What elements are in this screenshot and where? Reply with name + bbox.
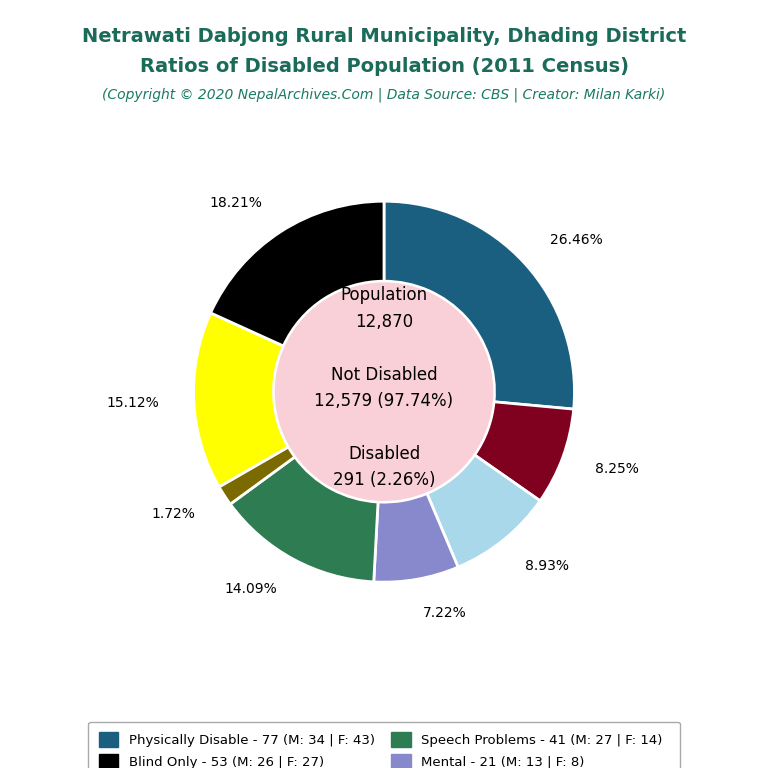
Text: 14.09%: 14.09% xyxy=(224,582,277,596)
Text: Population
12,870

Not Disabled
12,579 (97.74%)

Disabled
291 (2.26%): Population 12,870 Not Disabled 12,579 (9… xyxy=(314,286,454,489)
Wedge shape xyxy=(427,455,540,567)
Circle shape xyxy=(276,283,492,500)
Wedge shape xyxy=(219,447,295,504)
Text: 7.22%: 7.22% xyxy=(422,606,466,620)
Wedge shape xyxy=(210,201,384,346)
Wedge shape xyxy=(475,402,574,501)
Text: 18.21%: 18.21% xyxy=(210,196,263,210)
Text: 8.25%: 8.25% xyxy=(595,462,639,476)
Text: Netrawati Dabjong Rural Municipality, Dhading District: Netrawati Dabjong Rural Municipality, Dh… xyxy=(82,27,686,46)
Text: (Copyright © 2020 NepalArchives.Com | Data Source: CBS | Creator: Milan Karki): (Copyright © 2020 NepalArchives.Com | Da… xyxy=(102,88,666,102)
Text: 26.46%: 26.46% xyxy=(550,233,603,247)
Wedge shape xyxy=(384,201,574,409)
Wedge shape xyxy=(230,457,378,582)
Wedge shape xyxy=(194,313,288,487)
Text: 1.72%: 1.72% xyxy=(152,508,196,521)
Text: 15.12%: 15.12% xyxy=(107,396,160,409)
Wedge shape xyxy=(374,494,458,582)
Text: Ratios of Disabled Population (2011 Census): Ratios of Disabled Population (2011 Cens… xyxy=(140,57,628,76)
Legend: Physically Disable - 77 (M: 34 | F: 43), Blind Only - 53 (M: 26 | F: 27), Deaf O: Physically Disable - 77 (M: 34 | F: 43),… xyxy=(88,722,680,768)
Text: 8.93%: 8.93% xyxy=(525,559,569,574)
